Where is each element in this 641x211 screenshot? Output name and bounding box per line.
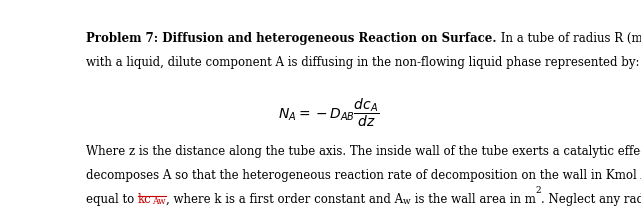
Text: A: A <box>152 197 158 206</box>
Text: Problem 7: Diffusion and heterogeneous Reaction on Surface.: Problem 7: Diffusion and heterogeneous R… <box>86 32 497 45</box>
Text: decomposes A so that the heterogeneous reaction rate of decomposition on the wal: decomposes A so that the heterogeneous r… <box>86 169 641 182</box>
Text: is the wall area in m: is the wall area in m <box>411 193 535 206</box>
Text: 2: 2 <box>535 186 541 195</box>
Text: kc: kc <box>138 193 152 206</box>
Text: w: w <box>158 197 166 206</box>
Text: equal to: equal to <box>86 193 138 206</box>
Text: w: w <box>403 197 411 206</box>
Text: Where z is the distance along the tube axis. The inside wall of the tube exerts : Where z is the distance along the tube a… <box>86 145 641 158</box>
Text: . Neglect any radial: . Neglect any radial <box>541 193 641 206</box>
Text: , where k is a first order constant and A: , where k is a first order constant and … <box>166 193 403 206</box>
Text: In a tube of radius R (m) filled: In a tube of radius R (m) filled <box>497 32 641 45</box>
Text: with a liquid, dilute component A is diffusing in the non-flowing liquid phase r: with a liquid, dilute component A is dif… <box>86 56 640 69</box>
Text: $N_A = -D_{AB}\dfrac{dc_A}{dz}$: $N_A = -D_{AB}\dfrac{dc_A}{dz}$ <box>278 97 379 130</box>
